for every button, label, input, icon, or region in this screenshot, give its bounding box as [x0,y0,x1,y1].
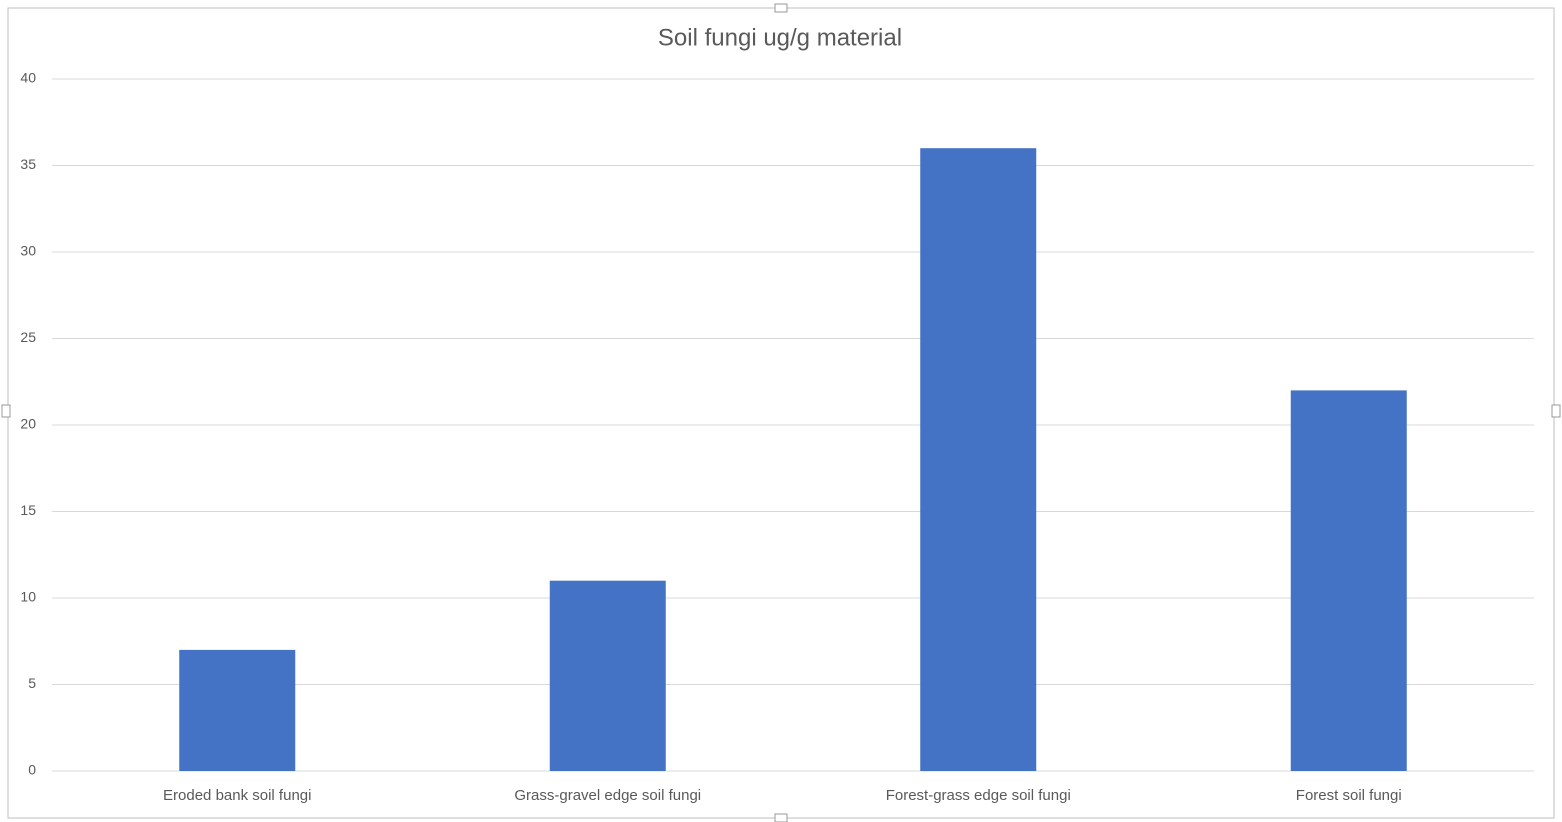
bar [1290,390,1407,771]
y-tick-label: 0 [28,762,36,778]
x-tick-label: Forest soil fungi [1296,787,1402,804]
y-tick-label: 10 [20,589,36,605]
y-tick-label: 15 [20,502,36,518]
resize-handle[interactable] [1,404,11,418]
bar [549,580,666,771]
x-tick-label: Grass-gravel edge soil fungi [514,787,701,804]
bar [920,148,1037,771]
chart-title: Soil fungi ug/g material [658,24,902,51]
bar [179,649,296,771]
y-tick-label: 40 [20,70,36,86]
y-tick-label: 25 [20,329,36,345]
y-tick-label: 30 [20,243,36,259]
y-tick-label: 5 [28,675,36,691]
resize-handle[interactable] [774,3,788,13]
x-tick-label: Eroded bank soil fungi [163,787,311,804]
x-tick-label: Forest-grass edge soil fungi [886,787,1071,804]
y-tick-label: 35 [20,156,36,172]
resize-handle[interactable] [1551,404,1561,418]
resize-handle[interactable] [774,813,788,822]
y-tick-label: 20 [20,416,36,432]
